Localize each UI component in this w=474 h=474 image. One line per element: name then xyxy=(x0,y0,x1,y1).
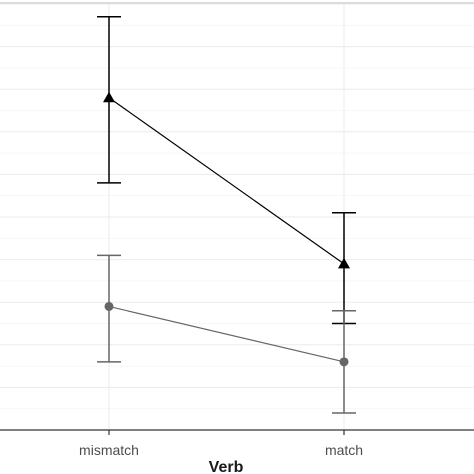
series-line-1 xyxy=(108,97,345,265)
data-point-triangle xyxy=(338,257,350,269)
error-bars xyxy=(97,16,356,414)
data-point-circle xyxy=(104,301,114,311)
data-markers xyxy=(103,91,350,367)
x-axis-title: Verb xyxy=(209,459,244,474)
series-line-2 xyxy=(108,305,345,363)
x-tick-label-match: match xyxy=(325,442,363,458)
gridlines xyxy=(0,2,474,431)
x-tick-label-mismatch: mismatch xyxy=(79,442,139,458)
x-axis xyxy=(0,429,474,435)
data-point-circle xyxy=(339,357,349,367)
data-point-triangle xyxy=(103,91,115,103)
series-lines xyxy=(108,97,345,363)
